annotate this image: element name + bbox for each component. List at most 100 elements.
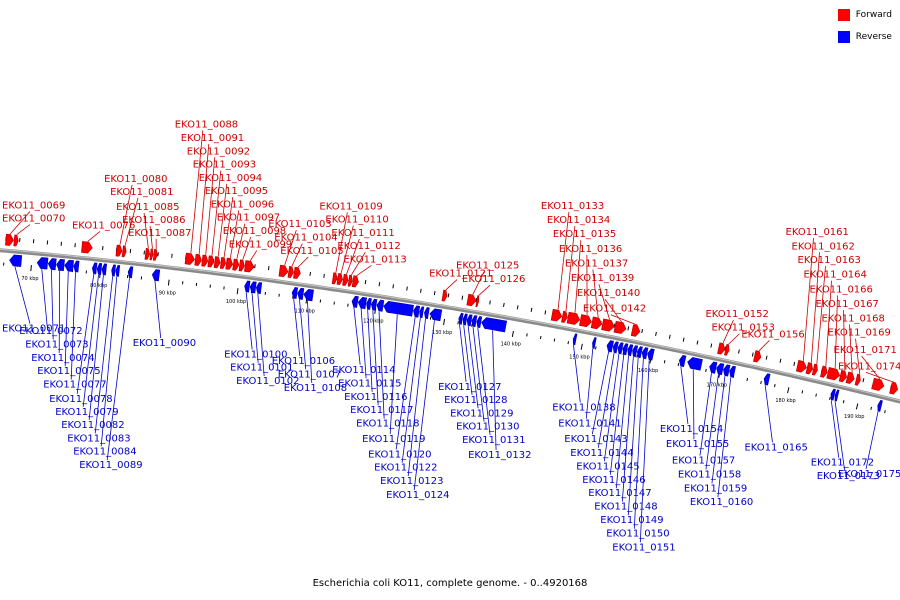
reverse-gene-eko11_0173[interactable] <box>834 389 840 402</box>
reverse-gene-eko11_0165[interactable] <box>763 373 771 386</box>
reverse-gene-eko11_0107[interactable] <box>297 287 305 300</box>
forward-gene-eko11_0092[interactable] <box>201 254 209 267</box>
reverse-gene-eko11_0128[interactable] <box>462 313 468 326</box>
forward-gene-eko11_0098[interactable] <box>238 259 245 272</box>
reverse-gene-eko11_0090[interactable] <box>151 269 161 282</box>
reverse-gene-eko11_0124[interactable] <box>429 308 443 322</box>
forward-gene-eko11_0093[interactable] <box>207 255 215 268</box>
reverse-gene-eko11_0159[interactable] <box>723 364 731 377</box>
reverse-gene-eko11_0132[interactable] <box>481 317 508 333</box>
reverse-gene-eko11_0149[interactable] <box>636 346 643 359</box>
reverse-gene-eko11_0151[interactable] <box>647 348 655 361</box>
forward-gene-eko11_0133[interactable] <box>550 308 563 322</box>
forward-gene-eko11_0126[interactable] <box>475 295 480 308</box>
forward-gene-eko11_0096[interactable] <box>225 257 234 270</box>
reverse-gene-eko11_0075[interactable] <box>64 259 74 272</box>
reverse-gene-eko11_0120[interactable] <box>413 305 421 318</box>
reverse-gene-eko11_0119[interactable] <box>383 300 414 317</box>
forward-gene-eko11_0087[interactable] <box>152 248 158 261</box>
forward-gene-eko11_0105[interactable] <box>293 266 301 279</box>
reverse-gene-eko11_0172[interactable] <box>830 388 836 401</box>
reverse-gene-eko11_0118[interactable] <box>376 299 385 312</box>
reverse-gene-eko11_0123[interactable] <box>424 307 430 320</box>
reverse-gene-eko11_0100[interactable] <box>244 280 251 293</box>
forward-gene-eko11_0088[interactable] <box>184 252 195 265</box>
reverse-gene-eko11_0102[interactable] <box>255 282 263 295</box>
forward-gene-eko11_0137[interactable] <box>590 316 603 330</box>
reverse-gene-eko11_0157[interactable] <box>709 361 718 374</box>
reverse-gene-eko11_0143[interactable] <box>606 340 614 353</box>
forward-gene-eko11_0135[interactable] <box>566 311 581 325</box>
reverse-gene-eko11_0072[interactable] <box>36 257 49 270</box>
reverse-gene-eko11_0130[interactable] <box>471 315 478 328</box>
forward-gene-eko11_0109[interactable] <box>331 272 338 285</box>
forward-gene-eko11_0152[interactable] <box>717 342 726 355</box>
forward-gene-eko11_0136[interactable] <box>579 314 592 328</box>
forward-gene-eko11_0134[interactable] <box>561 310 568 323</box>
reverse-gene-eko11_0175[interactable] <box>877 399 883 412</box>
forward-gene-eko11_0069[interactable] <box>5 233 14 246</box>
forward-gene-eko11_0166[interactable] <box>826 367 841 381</box>
reverse-gene-eko11_0129[interactable] <box>466 314 473 327</box>
reverse-gene-eko11_0122[interactable] <box>419 306 425 319</box>
reverse-gene-eko11_0154[interactable] <box>678 354 687 368</box>
reverse-gene-eko11_0073[interactable] <box>47 258 57 271</box>
forward-gene-eko11_0169[interactable] <box>854 373 861 386</box>
forward-gene-eko11_0097[interactable] <box>232 258 240 271</box>
reverse-gene-eko11_0144[interactable] <box>612 341 619 354</box>
forward-gene-eko11_0094[interactable] <box>213 256 221 269</box>
reverse-gene-eko11_0115[interactable] <box>357 296 368 310</box>
reverse-gene-eko11_0077[interactable] <box>73 260 80 273</box>
reverse-gene-eko11_0114[interactable] <box>351 295 359 308</box>
forward-gene-eko11_0112[interactable] <box>347 274 353 287</box>
forward-gene-eko11_0125[interactable] <box>466 293 477 307</box>
forward-gene-eko11_0081[interactable] <box>121 245 127 258</box>
forward-gene-eko11_0163[interactable] <box>811 363 818 376</box>
reverse-gene-eko11_0116[interactable] <box>366 297 372 310</box>
forward-gene-eko11_0174[interactable] <box>889 382 899 395</box>
forward-gene-eko11_0168[interactable] <box>845 371 855 384</box>
reverse-gene-eko11_0155[interactable] <box>687 357 703 371</box>
reverse-gene-eko11_0146[interactable] <box>622 343 629 356</box>
forward-gene-eko11_0086[interactable] <box>149 248 154 261</box>
forward-gene-eko11_0161[interactable] <box>795 359 807 373</box>
reverse-gene-eko11_0117[interactable] <box>370 298 378 311</box>
reverse-gene-eko11_0147[interactable] <box>627 344 634 357</box>
reverse-gene-eko11_0141[interactable] <box>592 337 597 349</box>
reverse-gene-eko11_0079[interactable] <box>96 262 103 275</box>
forward-gene-eko11_0099[interactable] <box>244 260 255 273</box>
reverse-gene-eko11_0078[interactable] <box>91 262 98 275</box>
reverse-gene-eko11_0084[interactable] <box>115 264 121 277</box>
reverse-gene-eko11_0138[interactable] <box>572 333 578 346</box>
forward-gene-eko11_0162[interactable] <box>805 362 814 375</box>
forward-gene-eko11_0076[interactable] <box>81 241 93 254</box>
reverse-gene-eko11_0071[interactable] <box>9 254 23 267</box>
reverse-gene-eko11_0148[interactable] <box>632 345 639 358</box>
forward-gene-eko11_0153[interactable] <box>724 343 730 356</box>
forward-gene-eko11_0110[interactable] <box>336 273 343 286</box>
reverse-gene-eko11_0160[interactable] <box>729 365 736 378</box>
reverse-gene-eko11_0074[interactable] <box>56 258 65 272</box>
reverse-gene-eko11_0082[interactable] <box>101 263 108 276</box>
forward-gene-eko11_0104[interactable] <box>287 266 294 279</box>
reverse-gene-eko11_0108[interactable] <box>303 288 314 302</box>
forward-gene-eko11_0167[interactable] <box>838 369 847 383</box>
forward-gene-eko11_0080[interactable] <box>115 244 123 257</box>
forward-gene-eko11_0085[interactable] <box>144 247 151 260</box>
reverse-gene-eko11_0158[interactable] <box>716 363 725 376</box>
forward-gene-eko11_0070[interactable] <box>13 234 19 247</box>
reverse-gene-eko11_0145[interactable] <box>617 342 624 355</box>
forward-gene-eko11_0103[interactable] <box>278 264 289 278</box>
forward-gene-eko11_0156[interactable] <box>753 350 762 363</box>
reverse-gene-eko11_0127[interactable] <box>458 312 464 325</box>
reverse-gene-eko11_0089[interactable] <box>127 266 134 279</box>
reverse-gene-eko11_0083[interactable] <box>111 264 116 277</box>
reverse-gene-eko11_0131[interactable] <box>476 316 483 328</box>
reverse-gene-eko11_0101[interactable] <box>249 281 257 294</box>
reverse-gene-eko11_0106[interactable] <box>291 287 299 299</box>
forward-gene-eko11_0164[interactable] <box>820 365 828 378</box>
forward-gene-eko11_0121[interactable] <box>441 289 448 302</box>
reverse-gene-eko11_0150[interactable] <box>641 347 649 360</box>
forward-gene-eko11_0111[interactable] <box>342 273 349 286</box>
forward-gene-eko11_0139[interactable] <box>601 318 615 332</box>
